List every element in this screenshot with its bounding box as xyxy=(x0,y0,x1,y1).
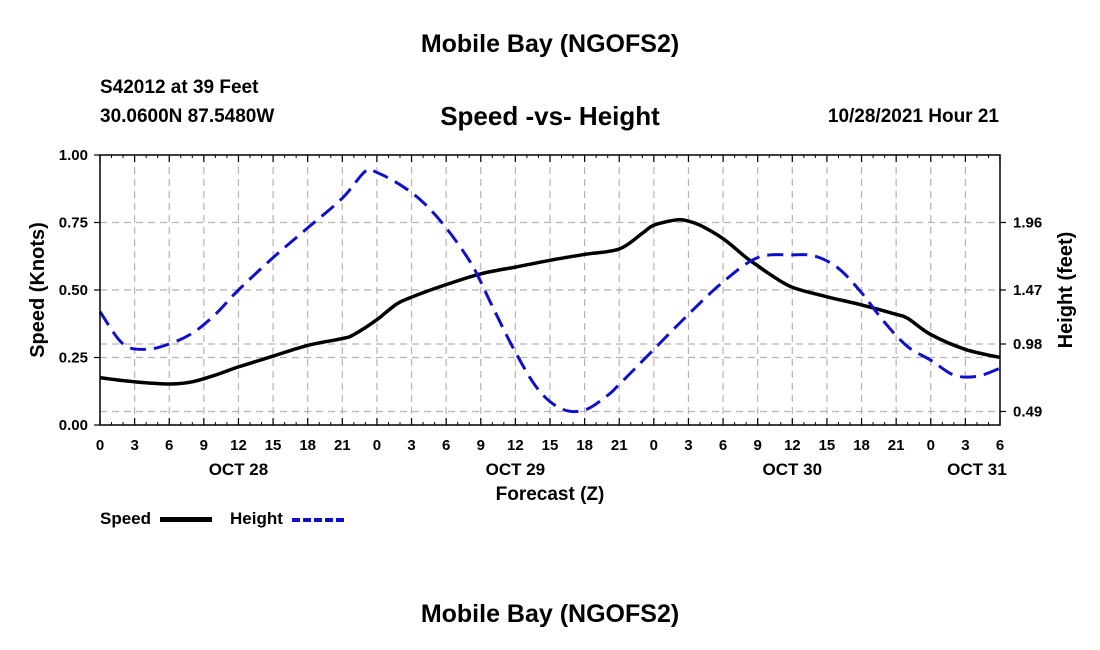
y-left-tick-label: 0.50 xyxy=(59,282,88,299)
legend-speed-swatch xyxy=(160,517,212,522)
x-tick-label: 9 xyxy=(754,437,762,454)
legend-height-label: Height xyxy=(230,509,283,528)
x-tick-label: 0 xyxy=(96,437,104,454)
date-label: OCT 28 xyxy=(209,460,269,479)
x-tick-label: 12 xyxy=(784,437,801,454)
x-tick-label: 0 xyxy=(373,437,381,454)
axes: 0 3 6 9 12 15 18 21 0 3 6 9 12 15 18 21 0 3 6 9 12 15 18 21 0 3 6 O… xyxy=(59,147,1042,479)
x-tick-label: 18 xyxy=(576,437,593,454)
y-right-tick-label: 1.47 xyxy=(1013,282,1042,299)
legend-height-swatch xyxy=(292,518,344,522)
height-series-line xyxy=(98,167,1001,414)
y-right-tick-label: 0.98 xyxy=(1013,336,1042,353)
x-tick-label: 18 xyxy=(853,437,870,454)
x-tick-label: 6 xyxy=(442,437,450,454)
x-tick-label: 12 xyxy=(507,437,524,454)
forecast-timestamp: 10/28/2021 Hour 21 xyxy=(827,106,999,127)
x-tick-label: 3 xyxy=(407,437,415,454)
x-tick-label: 0 xyxy=(927,437,935,454)
y-left-tick-label: 1.00 xyxy=(59,147,88,164)
speed-series-line xyxy=(99,217,1001,386)
grid xyxy=(100,155,1000,425)
x-tick-label: 21 xyxy=(334,437,351,454)
legend-speed-label: Speed xyxy=(100,509,152,528)
x-tick-label: 15 xyxy=(265,437,282,454)
x-tick-label: 3 xyxy=(130,437,138,454)
chart-title: Mobile Bay (NGOFS2) xyxy=(420,30,680,58)
x-tick-label: 9 xyxy=(200,437,208,454)
y-left-tick-label: 0.75 xyxy=(59,215,88,232)
x-tick-label: 9 xyxy=(477,437,485,454)
station-label: S42012 at 39 Feet xyxy=(100,77,259,98)
x-tick-label: 15 xyxy=(542,437,559,454)
y-right-tick-label: 1.96 xyxy=(1013,215,1042,232)
x-tick-label: 18 xyxy=(299,437,316,454)
y-left-tick-label: 0.00 xyxy=(59,417,88,434)
date-label: OCT 31 xyxy=(947,460,1007,479)
station-coordinates: 30.0600N 87.5480W xyxy=(100,106,275,127)
x-tick-label: 15 xyxy=(819,437,836,454)
date-label: OCT 29 xyxy=(486,460,546,479)
x-tick-label: 3 xyxy=(961,437,969,454)
x-tick-label: 3 xyxy=(684,437,692,454)
chart-subtitle: Speed -vs- Height xyxy=(440,101,660,131)
next-chart-title: Mobile Bay (NGOFS2) xyxy=(420,600,680,628)
date-label: OCT 30 xyxy=(763,460,823,479)
y-axis-left-label: Speed (Knots) xyxy=(27,222,49,358)
x-tick-label: 21 xyxy=(611,437,628,454)
x-tick-label: 21 xyxy=(888,437,905,454)
series xyxy=(98,167,1001,414)
x-axis-label: Forecast (Z) xyxy=(496,484,605,505)
x-tick-label: 12 xyxy=(230,437,247,454)
y-axis-right-label: Height (feet) xyxy=(1055,232,1077,349)
x-tick-label: 6 xyxy=(719,437,727,454)
y-right-tick-label: 0.49 xyxy=(1013,404,1042,421)
x-tick-label: 0 xyxy=(650,437,658,454)
y-left-tick-label: 0.25 xyxy=(59,350,88,367)
x-tick-label: 6 xyxy=(996,437,1004,454)
x-tick-label: 6 xyxy=(165,437,173,454)
